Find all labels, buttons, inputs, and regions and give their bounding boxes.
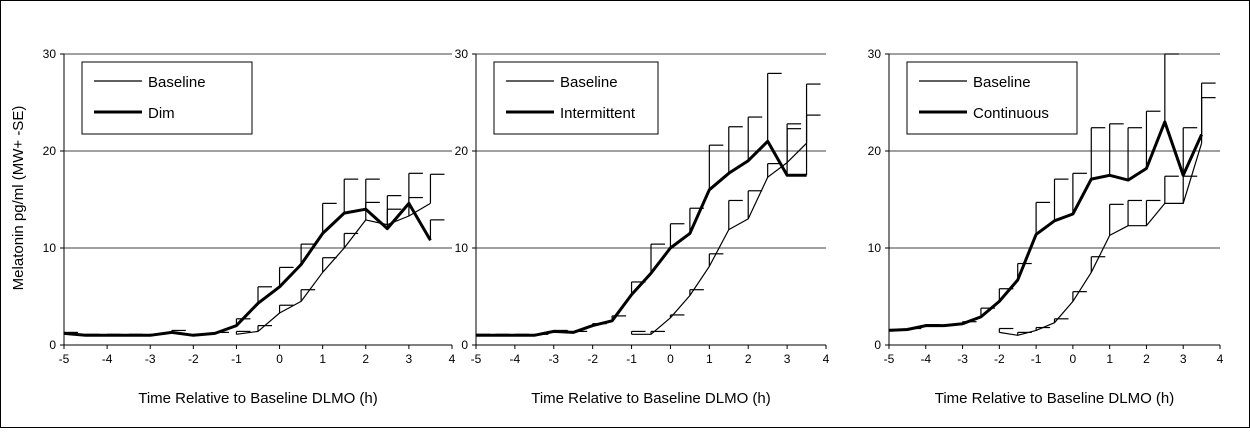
x-tick-label: 4 <box>449 352 456 366</box>
legend-box <box>906 61 1078 135</box>
y-tick-label: 20 <box>868 144 882 158</box>
y-tick-label: 10 <box>455 241 469 255</box>
series-line-baseline <box>999 143 1203 336</box>
legend-label: Baseline <box>973 74 1031 91</box>
chart-panel-1: 0 10 20 30 -5 -4 -3 -2 -1 0 1 2 3 4 Time Relative to B… <box>43 47 456 407</box>
x-axis-label: Time Relative to Baseline DLMO (h) <box>531 390 771 407</box>
x-tick-label: -2 <box>587 352 598 366</box>
y-tick-label: 0 <box>49 338 56 352</box>
legend-label: Baseline <box>148 74 206 91</box>
y-tick-label: 20 <box>455 144 469 158</box>
x-tick-label: 1 <box>706 352 713 366</box>
x-tick-label: 0 <box>667 352 674 366</box>
series-line-intermittent <box>476 139 807 337</box>
x-tick-label: -3 <box>548 352 559 366</box>
series-line-continuous <box>888 120 1203 332</box>
y-tick-label: 10 <box>43 241 57 255</box>
x-tick-label: -4 <box>920 352 931 366</box>
legend-label: Baseline <box>560 74 618 91</box>
x-tick-label: 2 <box>1143 352 1150 366</box>
x-tick-label: 2 <box>362 352 369 366</box>
x-tick-label: 0 <box>276 352 283 366</box>
series-line-baseline <box>236 202 431 335</box>
chart-panel-3: 0 10 20 30 -5 -4 -3 -2 -1 0 1 2 3 4 Time Relative to B… <box>868 47 1224 407</box>
x-tick-label: 3 <box>784 352 791 366</box>
x-tick-label: 1 <box>1106 352 1113 366</box>
x-tick-label: 4 <box>823 352 830 366</box>
x-tick-label: 0 <box>1070 352 1077 366</box>
series-line-dim <box>63 201 432 337</box>
y-tick-label: 20 <box>43 144 57 158</box>
x-tick-label: -4 <box>510 352 521 366</box>
legend: Baseline Continuous <box>906 61 1078 135</box>
x-tick-label: 1 <box>319 352 326 366</box>
x-tick-label: -3 <box>957 352 968 366</box>
series-line-baseline <box>631 142 808 335</box>
x-tick-label: -5 <box>884 352 895 366</box>
x-tick-label: 4 <box>1217 352 1224 366</box>
x-axis-label: Time Relative to Baseline DLMO (h) <box>138 390 378 407</box>
x-tick-label: -5 <box>471 352 482 366</box>
y-tick-label: 0 <box>461 338 468 352</box>
x-axis-label: Time Relative to Baseline DLMO (h) <box>935 390 1175 407</box>
legend: Baseline Dim <box>81 61 253 135</box>
chart-panel-2: 0 10 20 30 -5 -4 -3 -2 -1 0 1 2 3 4 Time Relative to B… <box>455 47 830 407</box>
x-tick-label: -5 <box>59 352 70 366</box>
y-tick-label: 10 <box>868 241 882 255</box>
y-tick-label: 30 <box>868 47 882 61</box>
y-tick-label: 30 <box>43 47 57 61</box>
x-tick-label: -1 <box>1031 352 1042 366</box>
x-tick-label: -2 <box>994 352 1005 366</box>
x-tick-label: -1 <box>231 352 242 366</box>
y-tick-label: 0 <box>874 338 881 352</box>
legend-label: Continuous <box>973 105 1049 122</box>
x-tick-label: 2 <box>745 352 752 366</box>
legend-label: Intermittent <box>560 105 636 122</box>
legend-box <box>493 61 659 135</box>
x-tick-label: -2 <box>188 352 199 366</box>
legend-box <box>81 61 253 135</box>
x-tick-label: -3 <box>145 352 156 366</box>
y-tick-label: 30 <box>455 47 469 61</box>
legend: Baseline Intermittent <box>493 61 659 135</box>
x-tick-label: 3 <box>406 352 413 366</box>
legend-label: Dim <box>148 105 175 122</box>
x-tick-label: -4 <box>102 352 113 366</box>
x-tick-label: -1 <box>626 352 637 366</box>
x-tick-label: 3 <box>1180 352 1187 366</box>
y-axis-label: Melatonin pg/ml (MW+ -SE) <box>10 106 27 291</box>
